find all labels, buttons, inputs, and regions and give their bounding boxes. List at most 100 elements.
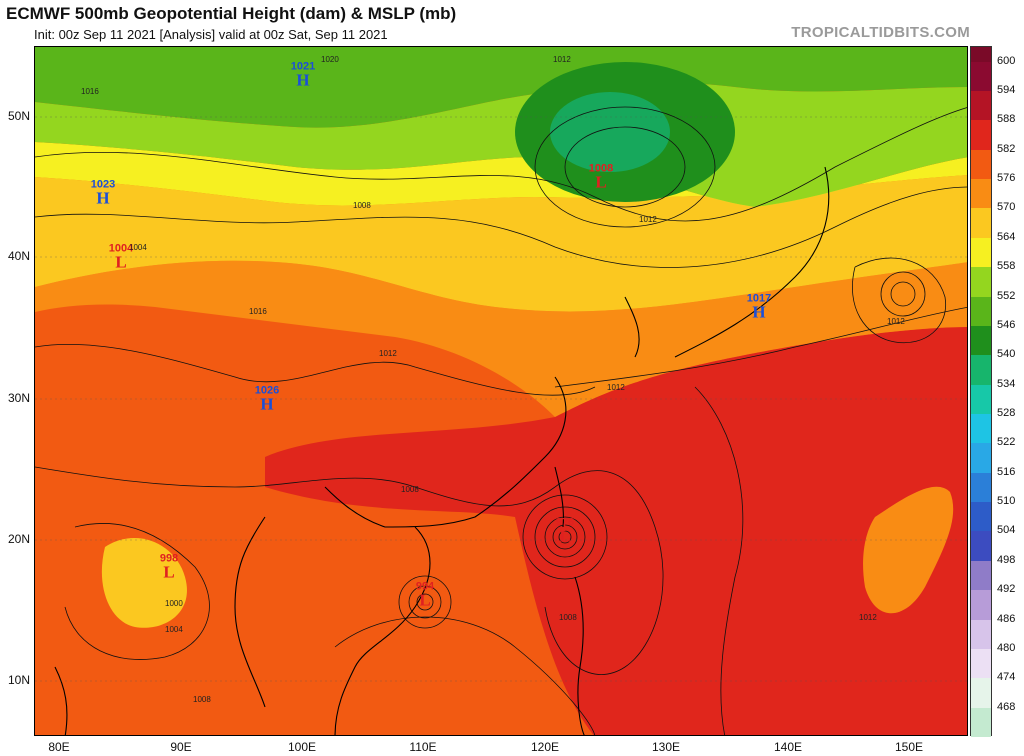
system-type: L — [115, 252, 127, 272]
graticule — [35, 116, 967, 682]
field-546-low — [550, 92, 670, 172]
high-pressure-marker: 1023 H — [90, 178, 116, 208]
colorbar-label: 498 — [997, 553, 1016, 566]
colorbar-segment — [971, 325, 991, 356]
lat-label: 10N — [7, 673, 30, 687]
isobar-label: 1008 — [353, 201, 371, 210]
colorbar-segment — [971, 472, 991, 503]
colorbar — [970, 46, 992, 738]
colorbar-label: 582 — [997, 142, 1016, 155]
field-564 — [35, 82, 967, 207]
height-field — [35, 47, 967, 735]
system-type: H — [296, 70, 310, 90]
colorbar-label: 570 — [997, 201, 1016, 214]
colorbar-segment — [971, 208, 991, 239]
colorbar-segment — [971, 502, 991, 532]
colorbar-label: 510 — [997, 495, 1016, 508]
isobar-label: 1000 — [165, 599, 183, 608]
colorbar-segment — [971, 296, 991, 327]
isobar-label: 1008 — [401, 485, 419, 494]
colorbar-label: 516 — [997, 465, 1016, 478]
high-pressure-marker: 1017 H — [746, 292, 772, 322]
field-594 — [265, 327, 967, 735]
field-576-pocket — [101, 538, 187, 628]
colorbar-segment — [971, 47, 991, 62]
colorbar-label: 546 — [997, 318, 1016, 331]
isobar-label: 1016 — [81, 87, 99, 96]
isobar-label: 1008 — [559, 613, 577, 622]
site-credit: TROPICALTIDBITS.COM — [791, 24, 970, 41]
system-type: H — [96, 188, 110, 208]
coastlines — [54, 166, 830, 735]
colorbar-segment — [971, 619, 991, 650]
low-pressure-marker: 1004 L — [109, 243, 133, 272]
colorbar-label: 558 — [997, 260, 1016, 273]
isobar-label: 1004 — [129, 243, 147, 252]
colorbar-segment — [971, 648, 991, 679]
colorbar-segment — [971, 179, 991, 209]
field-558 — [35, 47, 967, 128]
field-582-pocket — [863, 486, 954, 614]
isobar-label: 1008 — [193, 695, 211, 704]
lon-label: 130E — [651, 740, 681, 754]
lat-label: 50N — [7, 109, 30, 123]
field-576 — [35, 175, 967, 312]
system-type: L — [559, 526, 571, 546]
isobar-label: 1012 — [639, 215, 657, 224]
pressure-value: 1021 — [290, 60, 316, 73]
low-pressure-marker: 998 L — [159, 552, 179, 582]
forecast-map[interactable]: 1021 H 1023 H 1004 L 1008 L 1026 H 1017 … — [34, 46, 968, 736]
lat-label: 40N — [7, 249, 30, 263]
lon-label: 100E — [287, 740, 317, 754]
colorbar-label: 540 — [997, 348, 1016, 361]
pressure-value: 1017 — [746, 292, 772, 305]
colorbar-segment — [971, 384, 991, 415]
colorbar-segment — [971, 590, 991, 621]
colorbar-segment — [971, 267, 991, 298]
lon-label: 90E — [170, 740, 192, 754]
low-pressure-marker: 1008 L — [588, 162, 614, 192]
map-subtitle: Init: 00z Sep 11 2021 [Analysis] valid a… — [34, 27, 388, 42]
high-pressure-marker: 1026 H — [254, 384, 280, 414]
map-title: ECMWF 500mb Geopotential Height (dam) & … — [6, 4, 457, 23]
isobar-label: 1004 — [165, 625, 183, 634]
lon-label: 80E — [48, 740, 70, 754]
colorbar-segment — [971, 61, 991, 92]
colorbar-segment — [971, 355, 991, 386]
pressure-value: 994 — [415, 580, 435, 593]
isobar-label: 1012 — [553, 55, 571, 64]
colorbar-segment — [971, 237, 991, 268]
system-type: L — [595, 172, 607, 192]
system-type: H — [260, 394, 274, 414]
system-type: L — [419, 590, 431, 610]
colorbar-label: 594 — [997, 84, 1016, 97]
low-pressure-marker: 994 L — [415, 580, 435, 610]
colorbar-segment — [971, 443, 991, 474]
system-type: L — [163, 562, 175, 582]
field-570 — [35, 142, 967, 207]
colorbar-label: 474 — [997, 671, 1016, 684]
lon-label: 140E — [773, 740, 803, 754]
colorbar-label: 528 — [997, 407, 1016, 420]
pressure-value: 976 — [555, 516, 575, 529]
lon-label: 120E — [530, 740, 560, 754]
isobar-label: 1016 — [249, 307, 267, 316]
lon-label: 110E — [409, 740, 437, 754]
colorbar-label: 468 — [997, 700, 1016, 713]
colorbar-segment — [971, 531, 991, 562]
colorbar-segment — [971, 678, 991, 709]
pressure-value: 998 — [159, 552, 179, 565]
colorbar-label: 480 — [997, 641, 1016, 654]
pressure-value: 1008 — [588, 162, 614, 175]
colorbar-label: 486 — [997, 612, 1016, 625]
colorbar-label: 564 — [997, 230, 1016, 243]
colorbar-segment — [971, 149, 991, 180]
pressure-value: 1026 — [254, 384, 280, 397]
isobar-label: 1012 — [379, 349, 397, 358]
colorbar-label: 576 — [997, 172, 1016, 185]
colorbar-segment — [971, 707, 991, 738]
system-type: H — [752, 302, 766, 322]
pressure-value: 1023 — [90, 178, 116, 191]
colorbar-label: 534 — [997, 377, 1016, 390]
colorbar-segment — [971, 91, 991, 121]
